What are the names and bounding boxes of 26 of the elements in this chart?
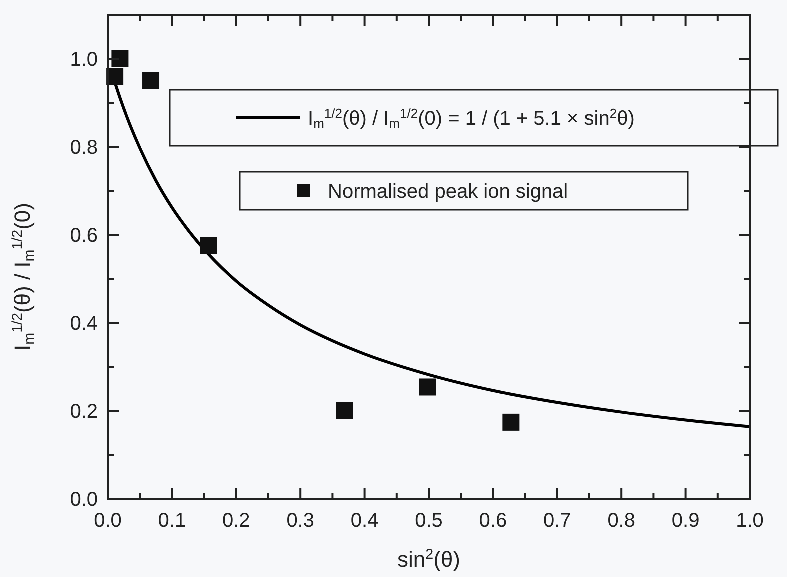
text: I$_{m}$$^{1/2}$(θ) / I$_{m}$$^{1/2}$(0) = 1 / (1 + 5.1 × sin$^{2}$θ) [308,106,635,132]
y-tick-label: 0.8 [70,137,98,159]
x-tick-label: 0.9 [672,510,700,532]
x-tick-label: 0.0 [94,510,122,532]
x-tick-label: 0.2 [222,510,250,532]
point [142,72,160,90]
x-tick-label: 0.8 [608,510,636,532]
point [502,414,520,431]
x-axis-title: sin$^{2}$(θ) [398,547,460,572]
y-tick-label: 0.0 [70,489,98,511]
y-tick-label: 0.2 [70,401,98,423]
x-tick-label: 0.4 [350,510,379,532]
y-tick-label: 1.0 [70,49,98,71]
legend-label: Normalised peak ion signal [328,181,568,203]
x-tick-label: 1.0 [736,510,764,532]
x-tick-label: 0.1 [158,510,186,532]
x-tick-label: 0.7 [543,510,572,532]
x-tick-label: 0.5 [415,510,443,532]
point [112,50,129,68]
y-tick-label: 0.6 [70,225,98,247]
x-tick-label: 0.6 [479,510,508,532]
point [336,402,354,420]
point [200,237,218,254]
point [419,378,436,396]
y-tick-label: 0.4 [70,313,98,335]
x-tick-label: 0.3 [286,510,315,532]
